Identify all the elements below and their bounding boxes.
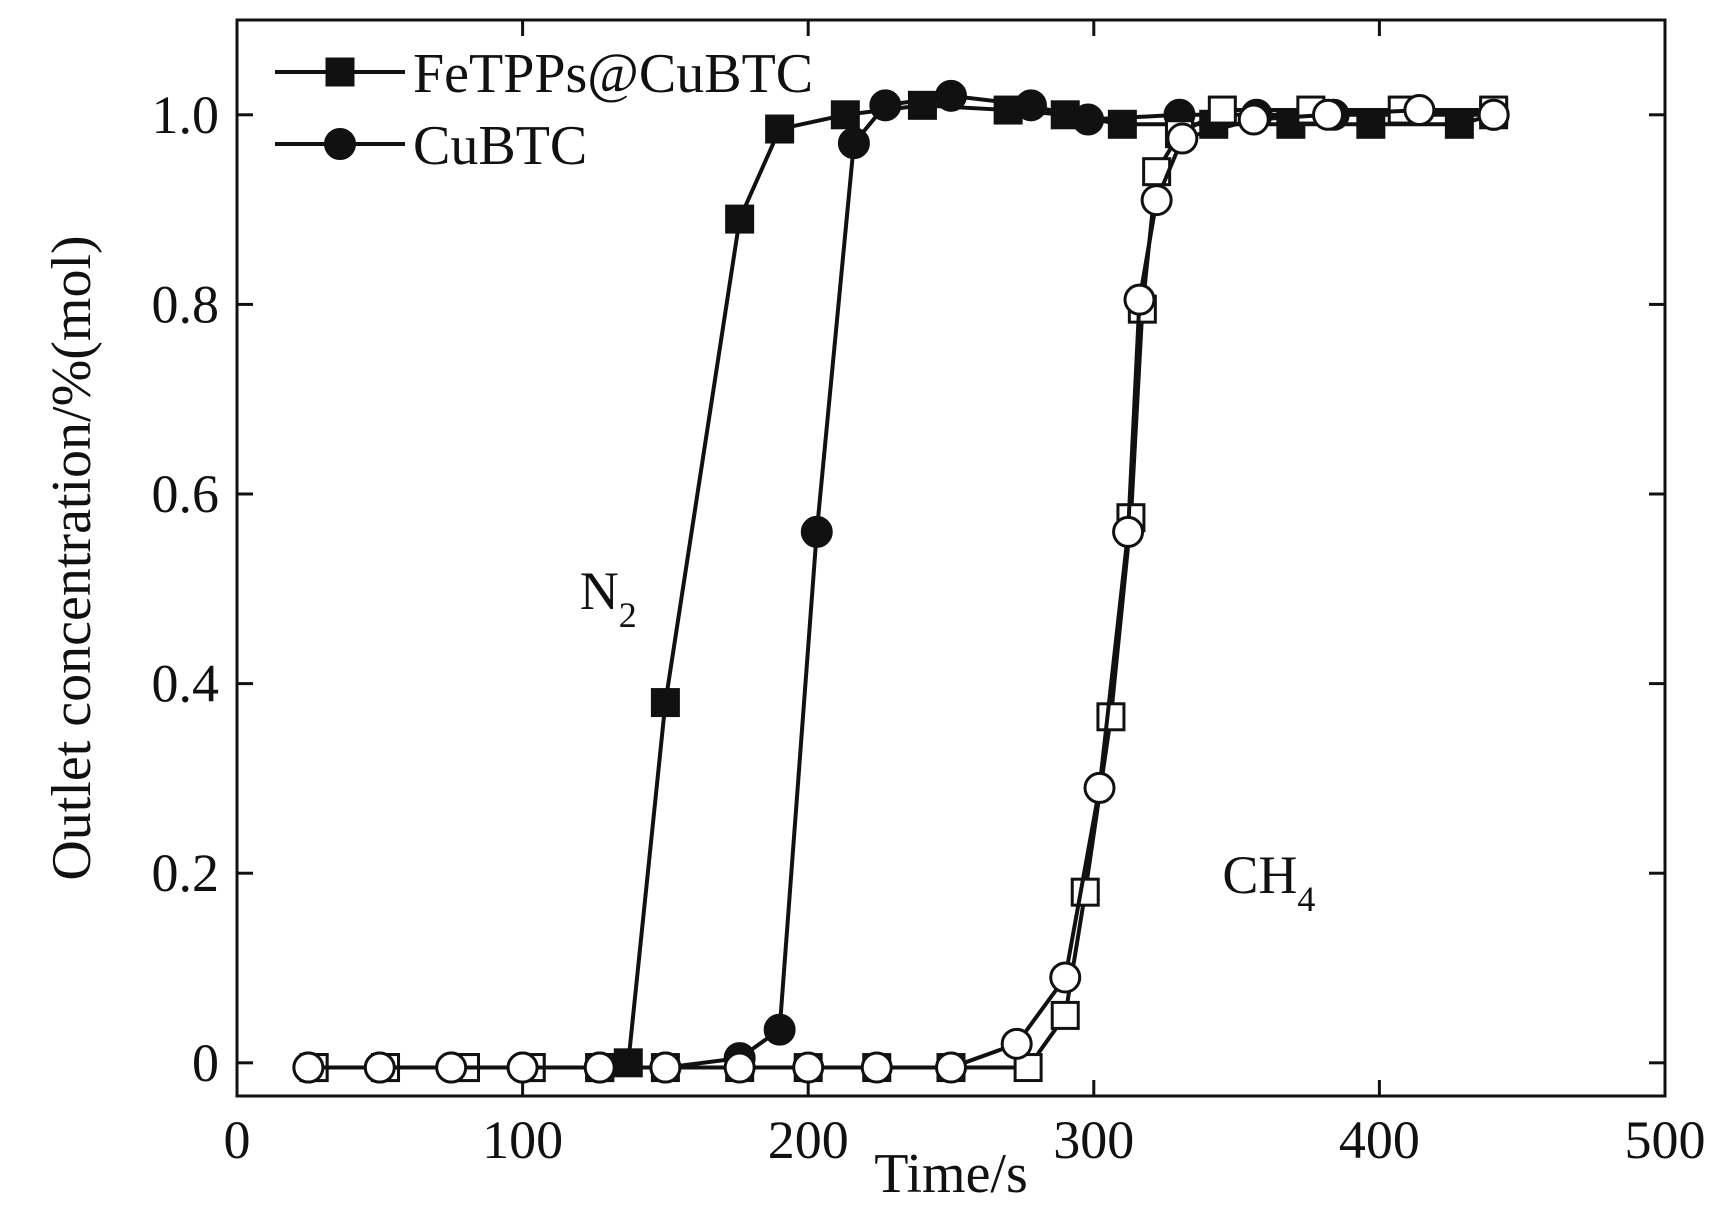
- data-point: [830, 100, 860, 130]
- data-point: [935, 79, 967, 112]
- legend-item: FeTPPs@CuBTC: [275, 43, 813, 105]
- y-tick-label: 0: [192, 1033, 219, 1093]
- plot-frame: [235, 18, 1667, 1098]
- annotations: N2 CH4: [580, 561, 1316, 919]
- data-point: [800, 515, 833, 548]
- data-point: [649, 1051, 682, 1084]
- legend-marker: [325, 57, 355, 87]
- series-ch4-fetpps-cubtc: [299, 95, 1509, 1083]
- data-point: [1477, 98, 1510, 131]
- data-point: [613, 1048, 643, 1078]
- data-point: [935, 1051, 967, 1084]
- series-ch4-cubtc: [292, 94, 1510, 1084]
- data-point: [1072, 103, 1105, 136]
- data-point: [1112, 515, 1145, 548]
- series-line: [308, 93, 1494, 1070]
- y-tick-label: 1.0: [152, 85, 220, 145]
- series-line: [314, 108, 1494, 1070]
- x-axis-ticks: 0 100 200 300 400 500: [224, 20, 1706, 1170]
- annotation-subscript: 4: [1297, 879, 1315, 919]
- legend-label: FeTPPs@CuBTC: [413, 43, 813, 105]
- series-layer: [292, 79, 1510, 1084]
- data-point: [837, 127, 870, 160]
- data-point: [1070, 877, 1100, 907]
- legend: FeTPPs@CuBTC CuBTC: [275, 43, 813, 177]
- data-point: [583, 1051, 616, 1084]
- annotation-label: CH4: [1222, 845, 1315, 919]
- y-tick-label: 0.8: [152, 274, 220, 334]
- y-axis-title: Outlet concentration/%(mol): [41, 235, 103, 880]
- data-point: [1166, 122, 1199, 155]
- x-axis-title: Time/s: [874, 1143, 1028, 1205]
- data-point: [792, 1051, 825, 1084]
- data-point: [506, 1051, 539, 1084]
- x-tick-label: 200: [768, 1110, 849, 1170]
- data-point: [1014, 89, 1047, 122]
- y-tick-label: 0.6: [152, 464, 220, 524]
- data-point: [907, 90, 937, 120]
- series-n2-fetpps-cubtc: [299, 90, 1509, 1083]
- data-point: [1000, 1027, 1033, 1060]
- data-point: [435, 1051, 468, 1084]
- x-tick-label: 0: [224, 1110, 251, 1170]
- x-tick-label: 400: [1339, 1110, 1420, 1170]
- x-tick-label: 500: [1625, 1110, 1706, 1170]
- data-point: [292, 1051, 325, 1084]
- data-point: [1049, 961, 1082, 994]
- series-n2-cubtc: [292, 79, 1510, 1084]
- series-line: [314, 103, 1495, 1070]
- x-tick-label: 300: [1053, 1110, 1134, 1170]
- data-point: [1123, 283, 1156, 316]
- x-tick-label: 100: [482, 1110, 563, 1170]
- y-tick-label: 0.2: [152, 843, 220, 903]
- data-point: [1083, 771, 1116, 804]
- data-point: [869, 89, 902, 122]
- y-tick-label: 0.4: [152, 654, 220, 714]
- data-point: [725, 204, 755, 234]
- data-point: [723, 1051, 756, 1084]
- data-point: [1050, 1000, 1080, 1030]
- legend-label: CuBTC: [413, 115, 587, 177]
- data-point: [1237, 103, 1270, 136]
- series-line: [308, 108, 1494, 1070]
- data-point: [1096, 702, 1126, 732]
- data-point: [860, 1051, 893, 1084]
- data-point: [650, 688, 680, 718]
- data-point: [1107, 109, 1137, 139]
- data-point: [763, 1013, 796, 1046]
- annotation-label: N2: [580, 561, 637, 635]
- data-point: [765, 114, 795, 144]
- data-point: [1140, 184, 1173, 217]
- y-axis-ticks: 0 0.2 0.4 0.6 0.8 1.0: [152, 85, 1665, 1093]
- legend-item: CuBTC: [275, 115, 587, 177]
- data-point: [363, 1051, 396, 1084]
- legend-marker: [324, 128, 356, 160]
- data-point: [1403, 94, 1436, 127]
- data-point: [1207, 95, 1237, 125]
- annotation-subscript: 2: [619, 595, 637, 635]
- data-point: [1311, 98, 1344, 131]
